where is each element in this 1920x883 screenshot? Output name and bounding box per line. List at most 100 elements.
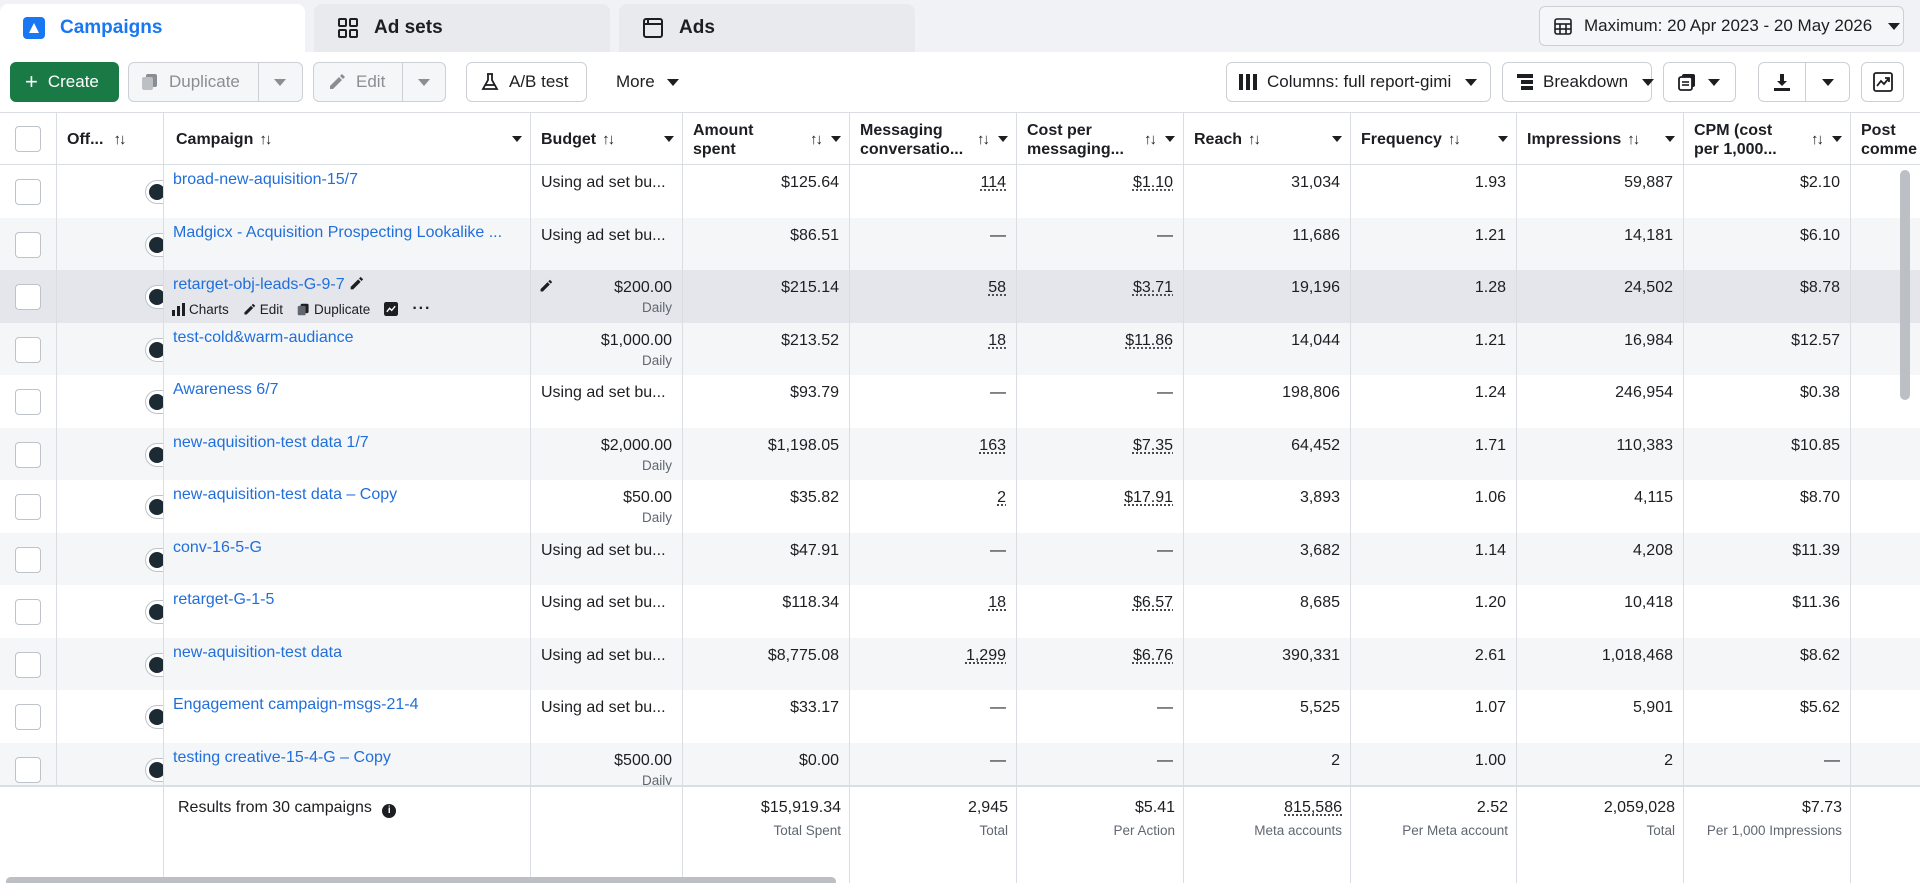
vertical-scrollbar[interactable] xyxy=(1900,170,1910,400)
date-range-picker[interactable]: Maximum: 20 Apr 2023 - 20 May 2026 xyxy=(1539,6,1904,46)
campaign-on-off-toggle[interactable] xyxy=(145,232,163,257)
campaign-name-link[interactable]: Engagement campaign-msgs-21-4 xyxy=(173,696,419,713)
cpm_msg-value[interactable]: $6.57 xyxy=(1132,594,1173,611)
column-header-reach[interactable]: Reach ↑↓ xyxy=(1184,113,1351,166)
export-dropdown-icon[interactable] xyxy=(1822,79,1834,86)
campaign-on-off-toggle[interactable] xyxy=(145,600,163,624)
msg-value[interactable]: 1,299 xyxy=(965,646,1006,664)
duplicate-button[interactable]: Duplicate xyxy=(128,62,303,102)
edit-budget-pencil-icon[interactable] xyxy=(539,279,553,293)
msg-value[interactable]: 163 xyxy=(979,436,1006,454)
campaign-name-link[interactable]: Awareness 6/7 xyxy=(173,381,279,398)
row-more-icon[interactable]: ··· xyxy=(412,300,432,317)
campaign-on-off-toggle[interactable] xyxy=(145,652,163,677)
breakdown-button[interactable]: Breakdown xyxy=(1502,62,1655,102)
campaign-on-off-toggle[interactable] xyxy=(145,705,163,729)
msg-value[interactable]: 2 xyxy=(997,489,1006,506)
row-checkbox[interactable] xyxy=(15,389,41,415)
rename-pencil-icon[interactable] xyxy=(349,276,364,291)
row-edit-action[interactable]: Edit xyxy=(243,302,283,317)
campaign-on-off-toggle[interactable] xyxy=(145,442,163,467)
row-compare-action[interactable] xyxy=(384,302,399,316)
edit-button[interactable]: Edit xyxy=(313,62,446,102)
column-header-impressions[interactable]: Impressions ↑↓ xyxy=(1517,113,1684,166)
duplicate-dropdown-icon[interactable] xyxy=(274,79,286,86)
sort-icon[interactable]: ↑↓ xyxy=(259,131,272,148)
campaign-on-off-toggle[interactable] xyxy=(145,390,163,414)
column-header-off[interactable]: Off... ↑↓ xyxy=(57,113,164,166)
campaign-on-off-toggle[interactable] xyxy=(145,337,163,362)
campaign-on-off-toggle[interactable] xyxy=(145,757,163,782)
campaign-name-link[interactable]: retarget-G-1-5 xyxy=(173,591,275,608)
sort-icon[interactable]: ↑↓ xyxy=(1811,131,1824,148)
msg-value[interactable]: 58 xyxy=(988,279,1006,296)
campaign-name-link[interactable]: test-cold&warm-audiance xyxy=(173,328,354,346)
columns-button[interactable]: Columns: full report-gimi xyxy=(1226,62,1491,102)
campaign-name-link[interactable]: retarget-obj-leads-G-9-7 xyxy=(173,276,345,293)
campaign-on-off-toggle[interactable] xyxy=(145,180,163,204)
campaign-name-link[interactable]: Madgicx - Acquisition Prospecting Lookal… xyxy=(173,223,503,241)
campaign-name-link[interactable]: conv-16-5-G xyxy=(173,538,262,556)
row-checkbox[interactable] xyxy=(15,179,41,205)
reports-button[interactable] xyxy=(1663,62,1736,102)
budget-value[interactable]: Using ad set bu... xyxy=(541,384,666,401)
table-row[interactable]: broad-new-aquisition-15/7 Using ad set bu… xyxy=(0,165,1920,218)
budget-value[interactable]: $200.00 xyxy=(614,279,672,296)
select-all-checkbox[interactable] xyxy=(15,126,41,152)
table-row[interactable]: Madgicx - Acquisition Prospecting Lookal… xyxy=(0,217,1920,270)
campaign-name-link[interactable]: new-aquisition-test data xyxy=(173,643,342,661)
campaign-on-off-toggle[interactable] xyxy=(145,285,163,309)
msg-value[interactable]: 18 xyxy=(988,594,1006,611)
cpm_msg-value[interactable]: $17.91 xyxy=(1124,489,1173,506)
budget-value[interactable]: Using ad set bu... xyxy=(541,594,666,611)
table-row[interactable]: new-aquisition-test data – Copy $50.00 Dai… xyxy=(0,480,1920,533)
column-menu-icon[interactable] xyxy=(664,136,674,142)
more-button[interactable]: More xyxy=(601,62,681,102)
table-row[interactable]: Engagement campaign-msgs-21-4 Using ad se… xyxy=(0,690,1920,743)
table-row[interactable]: test-cold&warm-audiance $1,000.00 Daily $21… xyxy=(0,322,1920,375)
table-row[interactable]: testing creative-15-4-G – Copy $500.00 Dai… xyxy=(0,742,1920,785)
campaign-name-link[interactable]: broad-new-aquisition-15/7 xyxy=(173,171,358,188)
budget-value[interactable]: Using ad set bu... xyxy=(541,226,666,244)
ab-test-button[interactable]: A/B test xyxy=(466,62,587,102)
column-menu-icon[interactable] xyxy=(1165,136,1175,142)
row-checkbox[interactable] xyxy=(15,546,41,573)
sort-icon[interactable]: ↑↓ xyxy=(1144,131,1157,148)
table-row[interactable]: retarget-G-1-5 Using ad set bu... $118.34 1… xyxy=(0,585,1920,638)
budget-value[interactable]: $50.00 xyxy=(623,489,672,506)
row-checkbox[interactable] xyxy=(15,704,41,730)
column-header-cost-per-messaging[interactable]: Cost per messaging... ↑↓ xyxy=(1017,113,1184,166)
budget-value[interactable]: $500.00 xyxy=(614,751,672,769)
table-row[interactable]: new-aquisition-test data Using ad set bu.… xyxy=(0,637,1920,690)
cpm_msg-value[interactable]: $11.86 xyxy=(1125,331,1173,349)
column-header-campaign[interactable]: Campaign ↑↓ xyxy=(164,113,531,166)
row-checkbox[interactable] xyxy=(15,494,41,520)
total-value[interactable]: 815,586 xyxy=(1284,799,1342,816)
sort-icon[interactable]: ↑↓ xyxy=(1627,131,1640,148)
column-header-cpm[interactable]: CPM (cost per 1,000... ↑↓ xyxy=(1684,113,1851,166)
column-menu-icon[interactable] xyxy=(1332,136,1342,142)
column-menu-icon[interactable] xyxy=(1665,136,1675,142)
budget-value[interactable]: Using ad set bu... xyxy=(541,646,666,664)
export-button[interactable] xyxy=(1758,62,1850,102)
table-row[interactable]: retarget-obj-leads-G-9-7 Charts Edit Dup… xyxy=(0,270,1920,323)
edit-dropdown-icon[interactable] xyxy=(418,79,430,86)
charts-toggle-button[interactable] xyxy=(1861,62,1904,102)
column-menu-icon[interactable] xyxy=(998,136,1008,142)
campaign-name-link[interactable]: new-aquisition-test data 1/7 xyxy=(173,433,369,451)
cpm_msg-value[interactable]: $1.10 xyxy=(1132,174,1173,191)
campaign-on-off-toggle[interactable] xyxy=(145,547,163,572)
budget-value[interactable]: $2,000.00 xyxy=(600,436,672,454)
row-checkbox[interactable] xyxy=(15,756,41,783)
sort-icon[interactable]: ↑↓ xyxy=(1248,131,1261,148)
row-checkbox[interactable] xyxy=(15,599,41,625)
column-header-budget[interactable]: Budget ↑↓ xyxy=(531,113,683,166)
sort-icon[interactable]: ↑↓ xyxy=(977,131,990,148)
table-row[interactable]: conv-16-5-G Using ad set bu... $47.91 — — 3,6… xyxy=(0,532,1920,585)
column-menu-icon[interactable] xyxy=(1832,136,1842,142)
row-checkbox[interactable] xyxy=(15,441,41,468)
table-row[interactable]: new-aquisition-test data 1/7 $2,000.00 Dai… xyxy=(0,427,1920,480)
horizontal-scrollbar[interactable] xyxy=(6,877,836,883)
budget-value[interactable]: Using ad set bu... xyxy=(541,699,666,716)
cpm_msg-value[interactable]: $3.71 xyxy=(1132,279,1173,296)
